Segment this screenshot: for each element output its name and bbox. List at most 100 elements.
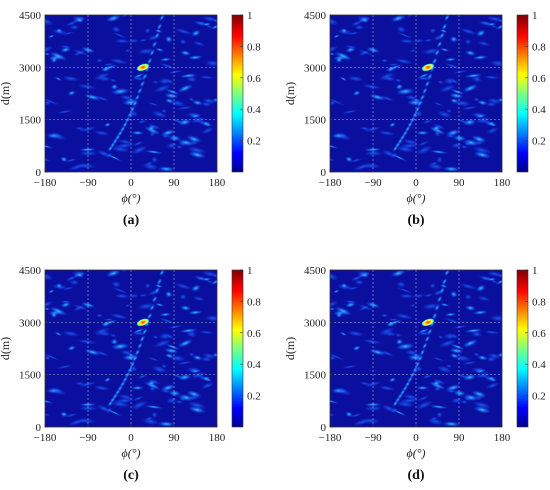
- y-tick-label: 1500: [304, 370, 327, 382]
- colorbar-tick-label: 0.2: [247, 136, 261, 148]
- heatmap-sidelobe: [432, 380, 441, 387]
- colorbar-tick-label: 0.8: [247, 296, 261, 308]
- heatmap-arc: [127, 111, 133, 119]
- heatmap-sidelobe: [96, 404, 112, 413]
- heatmap-arc: [444, 270, 450, 277]
- heatmap-sidelobe: [487, 376, 496, 381]
- heatmap-sidelobe: [453, 389, 467, 397]
- heatmap-sidelobe: [352, 90, 361, 96]
- heatmap-sidelobe: [358, 304, 370, 312]
- heatmap-panel-1: −180 −90 0 90 180 0 1500 3000 4500 ϕ(°) d(m) (b) 0.2…: [283, 10, 546, 228]
- heatmap-sidelobe: [110, 342, 130, 350]
- heatmap-sidelobe: [497, 97, 502, 103]
- heatmap-sidelobe: [389, 377, 396, 383]
- heatmap-sidelobe: [56, 109, 73, 114]
- heatmap-sidelobe: [449, 35, 458, 43]
- heatmap-sidelobe: [165, 142, 178, 149]
- heatmap-sidelobe: [378, 327, 396, 336]
- heatmap-sidelobe: [439, 29, 448, 33]
- heatmap-sidelobe: [62, 330, 80, 337]
- x-tick-label: 90: [169, 177, 181, 189]
- heatmap-sidelobe: [187, 55, 204, 60]
- heatmap-field: [330, 15, 502, 172]
- heatmap-sidelobe: [73, 49, 85, 57]
- heatmap-sidelobe: [130, 385, 145, 390]
- heatmap-sidelobe: [102, 63, 115, 66]
- x-axis-label: ϕ(°): [406, 446, 425, 460]
- heatmap-sidelobe: [472, 310, 489, 315]
- heatmap-sidelobe: [364, 405, 383, 412]
- heatmap-sidelobe: [188, 352, 195, 357]
- heatmap-sidelobe: [476, 284, 486, 292]
- heatmap-sidelobe: [161, 109, 167, 113]
- heatmap-sidelobe: [96, 313, 104, 318]
- x-tick-label: −180: [34, 432, 57, 444]
- x-tick-label: 0: [128, 432, 134, 444]
- heatmap-sidelobe: [396, 281, 406, 288]
- heatmap-sidelobe: [78, 126, 97, 133]
- heatmap-sidelobe: [340, 28, 348, 34]
- heatmap-sidelobe: [390, 15, 406, 23]
- heatmap-sidelobe: [330, 300, 339, 309]
- heatmap-sidelobe: [132, 395, 144, 402]
- heatmap-sidelobe: [114, 293, 130, 299]
- heatmap-sidelobe: [358, 49, 370, 57]
- heatmap-sidelobe: [473, 97, 480, 102]
- heatmap-sidelobe: [330, 272, 339, 281]
- heatmap-sidelobe: [390, 270, 406, 278]
- heatmap-arc: [441, 278, 448, 286]
- colorbar-tick-label: 0.2: [247, 391, 261, 403]
- heatmap-sidelobe: [76, 339, 97, 345]
- heatmap-sidelobe: [347, 330, 365, 337]
- heatmap-sidelobe: [345, 156, 353, 163]
- heatmap-sidelobe: [361, 339, 382, 345]
- heatmap-sidelobe: [167, 70, 184, 74]
- heatmap-sidelobe: [109, 333, 117, 338]
- x-tick-label: 0: [413, 177, 419, 189]
- heatmap-sidelobe: [378, 385, 395, 391]
- heatmap-sidelobe: [446, 109, 452, 113]
- heatmap-sidelobe: [93, 130, 110, 136]
- heatmap-sidelobe: [449, 92, 464, 99]
- heatmap-sidelobe: [477, 354, 488, 361]
- x-tick-label: 180: [209, 177, 226, 189]
- heatmap-sidelobe: [102, 318, 115, 321]
- heatmap-sidelobe: [168, 134, 182, 142]
- heatmap-sidelobe: [464, 73, 483, 78]
- heatmap-sidelobe: [73, 304, 85, 312]
- panel-label: (b): [407, 213, 424, 228]
- heatmap-sidelobe: [191, 29, 201, 37]
- y-tick-label: 4500: [19, 265, 42, 277]
- heatmap-sidelobe: [399, 293, 415, 299]
- heatmap-sidelobe: [334, 51, 353, 61]
- heatmap-sidelobe: [138, 38, 148, 42]
- heatmap-sidelobe: [437, 335, 444, 339]
- heatmap-sidelobe: [68, 418, 86, 426]
- heatmap-sidelobe: [450, 88, 465, 95]
- heatmap-sidelobe: [176, 360, 193, 365]
- heatmap-sidelobe: [349, 158, 363, 163]
- heatmap-sidelobe: [187, 310, 204, 315]
- heatmap-sidelobe: [460, 400, 468, 404]
- heatmap-sidelobe: [472, 401, 492, 410]
- heatmap-sidelobe: [158, 317, 177, 324]
- heatmap-sidelobe: [434, 385, 441, 392]
- x-axis-label: ϕ(°): [121, 191, 140, 205]
- heatmap-sidelobe: [130, 130, 145, 135]
- heatmap-sidelobe: [138, 293, 148, 297]
- heatmap-arc: [151, 295, 158, 303]
- heatmap-sidelobe: [423, 293, 433, 297]
- heatmap-sidelobe: [142, 417, 159, 426]
- heatmap-sidelobe: [110, 87, 130, 95]
- colorbar-tick-label: 0.8: [532, 41, 546, 53]
- heatmap-arc: [132, 100, 138, 108]
- heatmap-sidelobe: [332, 289, 340, 294]
- colorbar: [516, 269, 529, 428]
- heatmap-sidelobe: [81, 46, 96, 54]
- heatmap-sidelobe: [332, 34, 340, 39]
- heatmap-sidelobe: [132, 140, 144, 147]
- heatmap-sidelobe: [335, 311, 343, 319]
- heatmap-sidelobe: [459, 282, 478, 290]
- heatmap-sidelobe: [45, 17, 54, 26]
- heatmap-sidelobe: [47, 289, 55, 294]
